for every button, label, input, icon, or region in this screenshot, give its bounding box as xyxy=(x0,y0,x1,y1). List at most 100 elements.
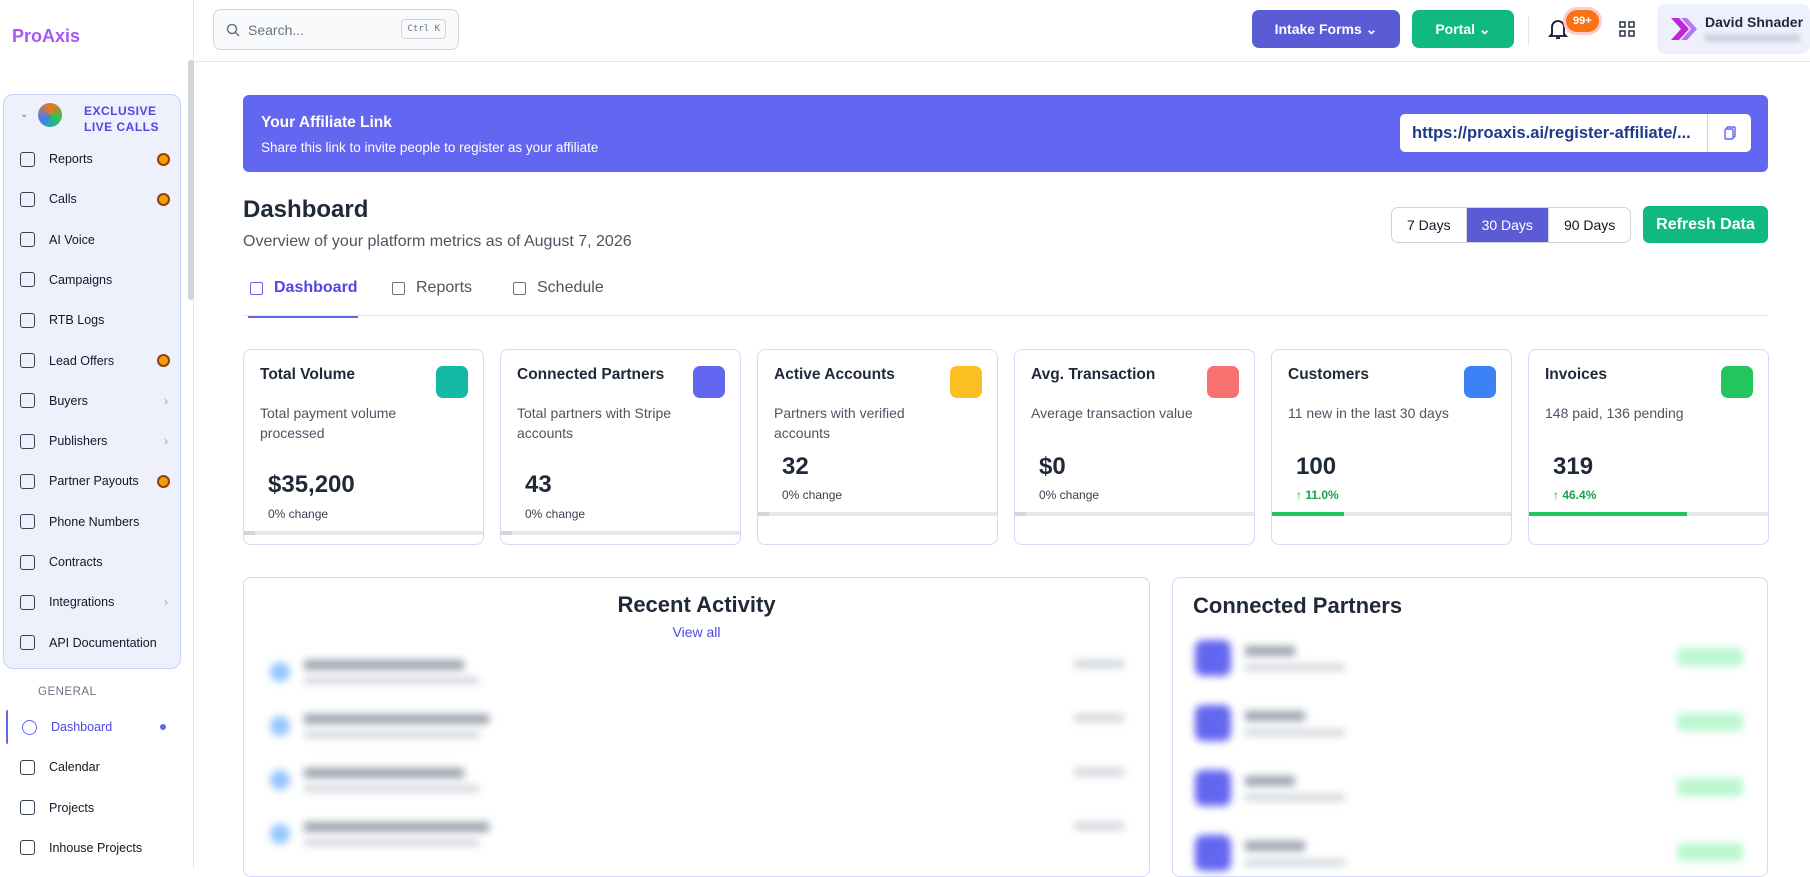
nav-item[interactable]: Calendar xyxy=(20,756,170,778)
section-icon xyxy=(38,103,62,127)
activity-sub-blurred xyxy=(304,731,479,738)
copy-button[interactable] xyxy=(1707,114,1751,152)
nav-item[interactable]: Campaigns xyxy=(20,269,170,291)
activity-text-blurred xyxy=(304,822,489,832)
tab[interactable]: Schedule xyxy=(511,279,604,297)
nav-icon xyxy=(20,759,35,775)
tab[interactable]: Reports xyxy=(390,279,472,297)
affiliate-link[interactable]: https://proaxis.ai/register-affiliate/..… xyxy=(1400,114,1707,152)
card-title: Connected Partners xyxy=(517,366,665,383)
card-value: $35,200 xyxy=(268,471,355,498)
partner-name-blurred xyxy=(1245,711,1305,721)
card-value: $0 xyxy=(1039,453,1066,480)
stat-card: Avg. Transaction Average transaction valu… xyxy=(1014,349,1255,545)
star-badge xyxy=(157,474,170,488)
nav-label: Inhouse Projects xyxy=(49,840,143,855)
nav-label: AI Voice xyxy=(49,232,95,247)
chevron: › xyxy=(164,595,168,610)
nav-item[interactable]: Publishers › xyxy=(20,430,170,452)
nav-item[interactable]: Contracts xyxy=(20,551,170,573)
nav-icon xyxy=(20,191,35,207)
tabs: Dashboard Reports Schedule xyxy=(243,276,1768,318)
section-title[interactable]: GENERAL xyxy=(38,686,97,698)
progress-bar xyxy=(1015,512,1254,516)
nav-item[interactable]: AI Voice xyxy=(20,229,170,251)
refresh-button[interactable]: Refresh Data xyxy=(1643,206,1768,243)
card-title: Avg. Transaction xyxy=(1031,366,1156,383)
range-button[interactable]: 90 Days xyxy=(1547,208,1630,242)
nav-label: Integrations xyxy=(49,595,115,610)
nav-icon xyxy=(20,635,35,651)
partner-avatar-blurred xyxy=(1195,770,1231,806)
nav-item[interactable]: Inhouse Projects xyxy=(20,837,170,859)
card-value: 100 xyxy=(1296,453,1337,480)
nav-label: Phone Numbers xyxy=(49,514,140,529)
stat-card: Connected Partners Total partners with St… xyxy=(500,349,741,545)
notification-badge[interactable]: 99+ xyxy=(1566,10,1599,32)
user-email-blurred xyxy=(1705,34,1800,42)
partner-email-blurred xyxy=(1245,794,1345,801)
connected-partners-panel: Connected Partners xyxy=(1172,577,1768,877)
nav-icon xyxy=(20,554,35,570)
nav-item[interactable]: Integrations › xyxy=(20,591,170,613)
nav-item[interactable]: Reports xyxy=(20,148,170,170)
status-badge-blurred xyxy=(1677,778,1743,796)
activity-sub-blurred xyxy=(304,677,479,684)
nav-item[interactable]: Lead Offers xyxy=(20,350,170,372)
banner-subtitle: Share this link to invite people to regi… xyxy=(261,140,599,155)
tab[interactable]: Dashboard xyxy=(248,279,358,318)
activity-text-blurred xyxy=(304,660,464,670)
collapse-icon[interactable]: ⌄ xyxy=(20,109,29,120)
tab-label: Reports xyxy=(416,279,473,296)
search-box[interactable]: Search... Ctrl K xyxy=(213,9,459,50)
nav-item[interactable]: Partner Payouts xyxy=(20,470,170,492)
nav-icon xyxy=(20,473,35,489)
star-badge xyxy=(157,152,170,166)
brand-logo[interactable]: ProAxis xyxy=(12,26,81,46)
nav-label: Calls xyxy=(49,192,77,207)
card-description: Average transaction value xyxy=(1031,405,1193,421)
button-label: Portal xyxy=(1435,21,1476,37)
partner-avatar-blurred xyxy=(1195,835,1231,871)
panel-title: Connected Partners xyxy=(1193,593,1403,618)
nav-icon xyxy=(20,353,35,368)
search-placeholder: Search... xyxy=(248,22,305,38)
tab-label: Schedule xyxy=(537,279,604,296)
portal-button[interactable]: Portal ⌄ xyxy=(1412,10,1514,48)
stat-card: Active Accounts Partners with verified ac… xyxy=(757,349,998,545)
active-dot xyxy=(160,724,166,730)
user-menu[interactable]: David Shnader xyxy=(1657,4,1810,54)
search-icon xyxy=(226,23,240,37)
bell-icon[interactable] xyxy=(1548,18,1568,40)
status-badge-blurred xyxy=(1677,648,1743,666)
view-all-link[interactable]: View all xyxy=(672,624,721,640)
nav-item[interactable]: Dashboard xyxy=(22,716,172,738)
nav-item[interactable]: API Documentation xyxy=(20,632,170,654)
scrollbar[interactable] xyxy=(188,60,194,300)
apps-icon[interactable] xyxy=(1619,21,1635,37)
nav-item[interactable]: RTB Logs xyxy=(20,309,170,331)
range-button[interactable]: 7 Days xyxy=(1407,217,1451,233)
nav-label: Lead Offers xyxy=(49,353,115,368)
activity-text-blurred xyxy=(304,768,464,778)
nav-icon xyxy=(20,272,35,288)
partner-email-blurred xyxy=(1245,664,1345,671)
range-button[interactable]: 30 Days xyxy=(1465,208,1548,242)
nav-icon xyxy=(20,232,35,248)
card-value: 32 xyxy=(782,453,809,480)
section-title[interactable]: EXCLUSIVE LIVE CALLS xyxy=(84,104,160,134)
intake-forms-button[interactable]: Intake Forms ⌄ xyxy=(1252,10,1400,48)
nav-label: Publishers xyxy=(49,434,108,449)
chevron: › xyxy=(164,434,168,449)
nav-label: Partner Payouts xyxy=(49,474,139,489)
progress-fill xyxy=(244,531,255,535)
nav-label: RTB Logs xyxy=(49,313,105,328)
nav-item[interactable]: Projects xyxy=(20,797,170,819)
nav-item[interactable]: Phone Numbers xyxy=(20,511,170,533)
avatar xyxy=(1671,18,1697,40)
card-icon xyxy=(693,366,725,398)
nav-item[interactable]: Calls xyxy=(20,188,170,210)
nav-item[interactable]: Buyers › xyxy=(20,390,170,412)
card-icon xyxy=(1464,366,1496,398)
